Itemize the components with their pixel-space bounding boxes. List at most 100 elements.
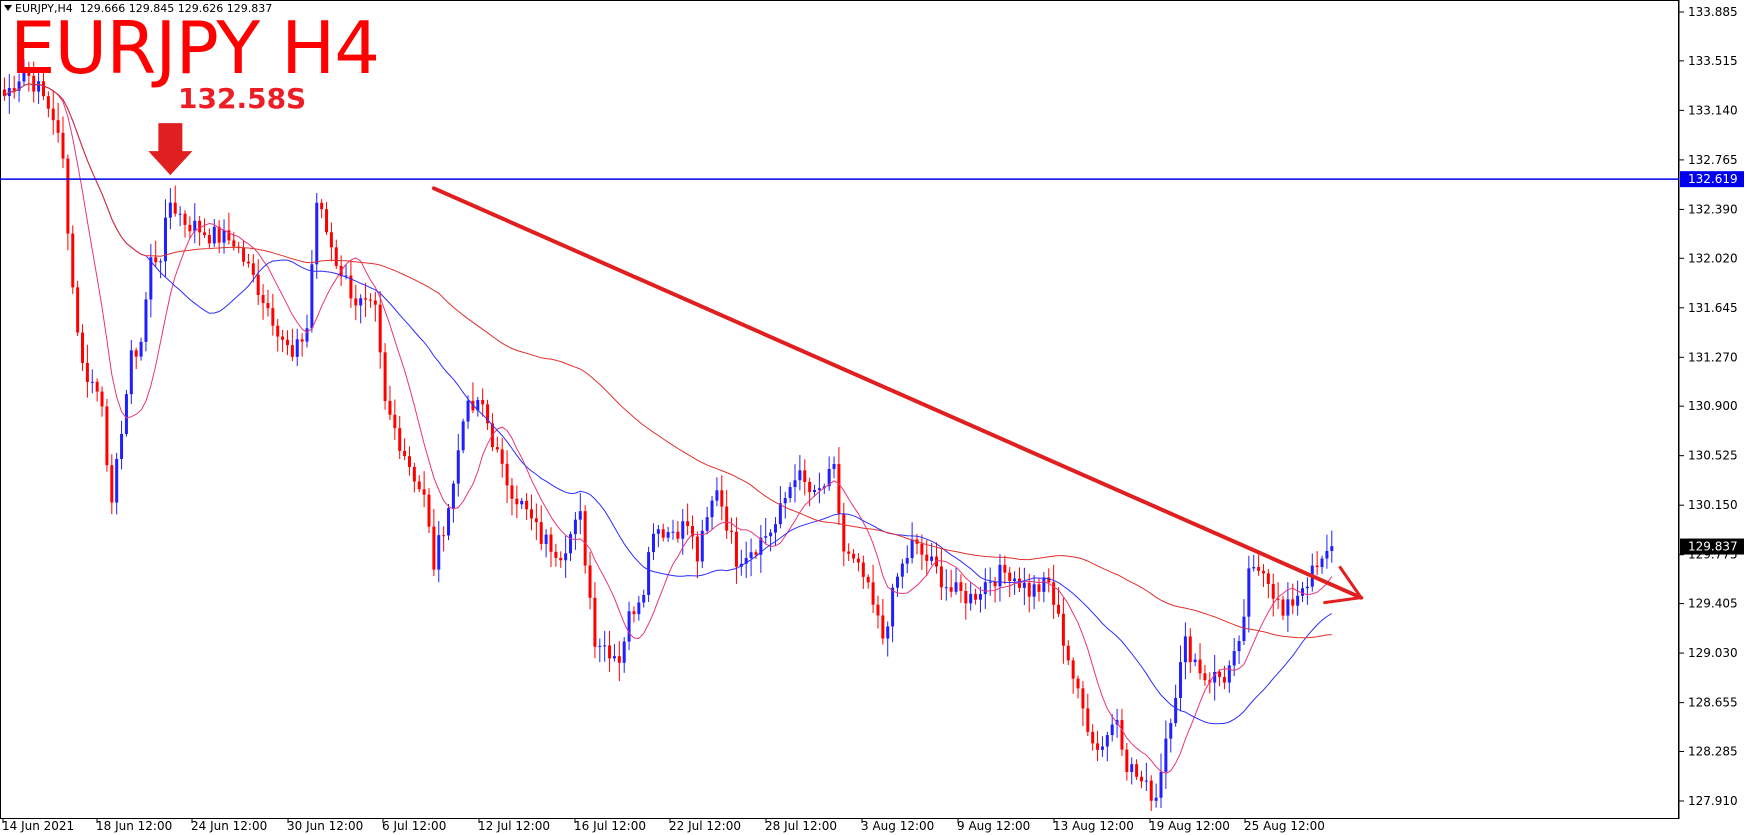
candle-body [456, 450, 460, 484]
candle-body [71, 233, 75, 288]
x-tick-label: 30 Jun 12:00 [287, 819, 363, 833]
candle-body [320, 202, 324, 210]
candle-body [1330, 546, 1334, 551]
candle-body [622, 641, 626, 663]
candle-body [1281, 599, 1285, 616]
candle-body [437, 535, 441, 570]
y-tick-label: 127.910 [1688, 794, 1738, 808]
candle-body [1296, 595, 1300, 606]
level-price-box [1680, 171, 1744, 188]
ma-slow-line [4, 83, 1332, 639]
header-dropdown-icon[interactable] [4, 5, 12, 11]
candle-body [1232, 651, 1236, 666]
candle-body [656, 529, 660, 534]
x-tick-label: 9 Aug 12:00 [957, 819, 1030, 833]
candle-body [1022, 582, 1026, 588]
candle-body [295, 339, 299, 357]
candle-body [1164, 738, 1168, 772]
candle-body [217, 226, 221, 243]
candle-body [608, 645, 612, 659]
candle-body [203, 232, 207, 236]
candle-body [281, 336, 285, 340]
candle-body [778, 503, 782, 525]
candle-body [930, 556, 934, 561]
candle-body [632, 611, 636, 615]
candle-body [1193, 659, 1197, 663]
candle-body [300, 339, 304, 342]
chart-header: EURJPY,H4 129.666 129.845 129.626 129.83… [4, 2, 272, 15]
candle-body [95, 381, 99, 392]
candle-body [129, 350, 133, 395]
candle-body [476, 399, 480, 411]
candle-body [715, 490, 719, 501]
candle-body [100, 391, 104, 407]
candle-body [1091, 731, 1095, 744]
candle-body [1110, 724, 1114, 736]
candle-body [1081, 688, 1085, 709]
candle-body [115, 458, 119, 503]
candle-body [261, 295, 265, 304]
candle-body [1237, 640, 1241, 652]
candle-body [612, 656, 616, 659]
candle-body [1174, 697, 1178, 724]
candle-body [1105, 735, 1109, 747]
candle-body [925, 554, 929, 561]
x-tick-label: 6 Jul 12:00 [382, 819, 446, 833]
x-tick-label: 22 Jul 12:00 [669, 819, 741, 833]
candle-body [759, 537, 763, 555]
candle-body [85, 362, 89, 383]
y-tick-label: 129.405 [1688, 597, 1738, 611]
candle-body [373, 300, 377, 305]
candle-body [988, 581, 992, 583]
x-tick-label: 14 Jun 2021 [2, 819, 74, 833]
candle-body [1188, 636, 1192, 663]
candle-body [461, 421, 465, 451]
candle-body [417, 481, 421, 490]
candle-body [1227, 665, 1231, 683]
candle-body [134, 350, 138, 357]
candle-body [1203, 673, 1207, 681]
candle-body [529, 509, 533, 519]
candle-body [1252, 567, 1256, 569]
candle-body [1305, 586, 1309, 589]
candle-body [368, 299, 372, 301]
candle-body [285, 339, 289, 346]
candle-body [661, 529, 665, 538]
price-axis: 133.885 133.515 133.140 132.765 132.390 132.0… [1679, 5, 1744, 808]
candle-body [764, 536, 768, 538]
candle-body [949, 587, 953, 592]
candle-body [559, 557, 563, 561]
candle-body [1042, 577, 1046, 592]
candle-body [1057, 604, 1061, 614]
ma-fast-line [4, 83, 1333, 774]
candle-body [66, 158, 70, 234]
level-annotation: 132.58S [178, 82, 307, 115]
candle-body [41, 81, 45, 97]
candle-body [1120, 720, 1124, 750]
candle-body [188, 224, 192, 232]
candle-body [139, 341, 143, 357]
candle-body [481, 399, 485, 405]
candle-body [12, 87, 16, 91]
candle-body [832, 464, 836, 469]
candle-body [705, 517, 709, 531]
candle-body [1061, 613, 1065, 646]
candle-body [1320, 558, 1324, 568]
candle-body [329, 232, 333, 248]
candle-body [173, 202, 177, 214]
candle-body [1032, 584, 1036, 597]
candle-body [798, 470, 802, 481]
candle-body [393, 414, 397, 429]
x-tick-label: 19 Aug 12:00 [1149, 819, 1230, 833]
candle-body [954, 582, 958, 592]
candle-body [305, 328, 309, 342]
candle-body [959, 582, 963, 591]
candle-body [666, 532, 670, 538]
candle-body [1008, 572, 1012, 582]
candle-body [81, 332, 85, 363]
candle-body [193, 220, 197, 232]
candle-body [871, 582, 875, 605]
candle-body [163, 217, 167, 262]
candle-body [837, 464, 841, 514]
